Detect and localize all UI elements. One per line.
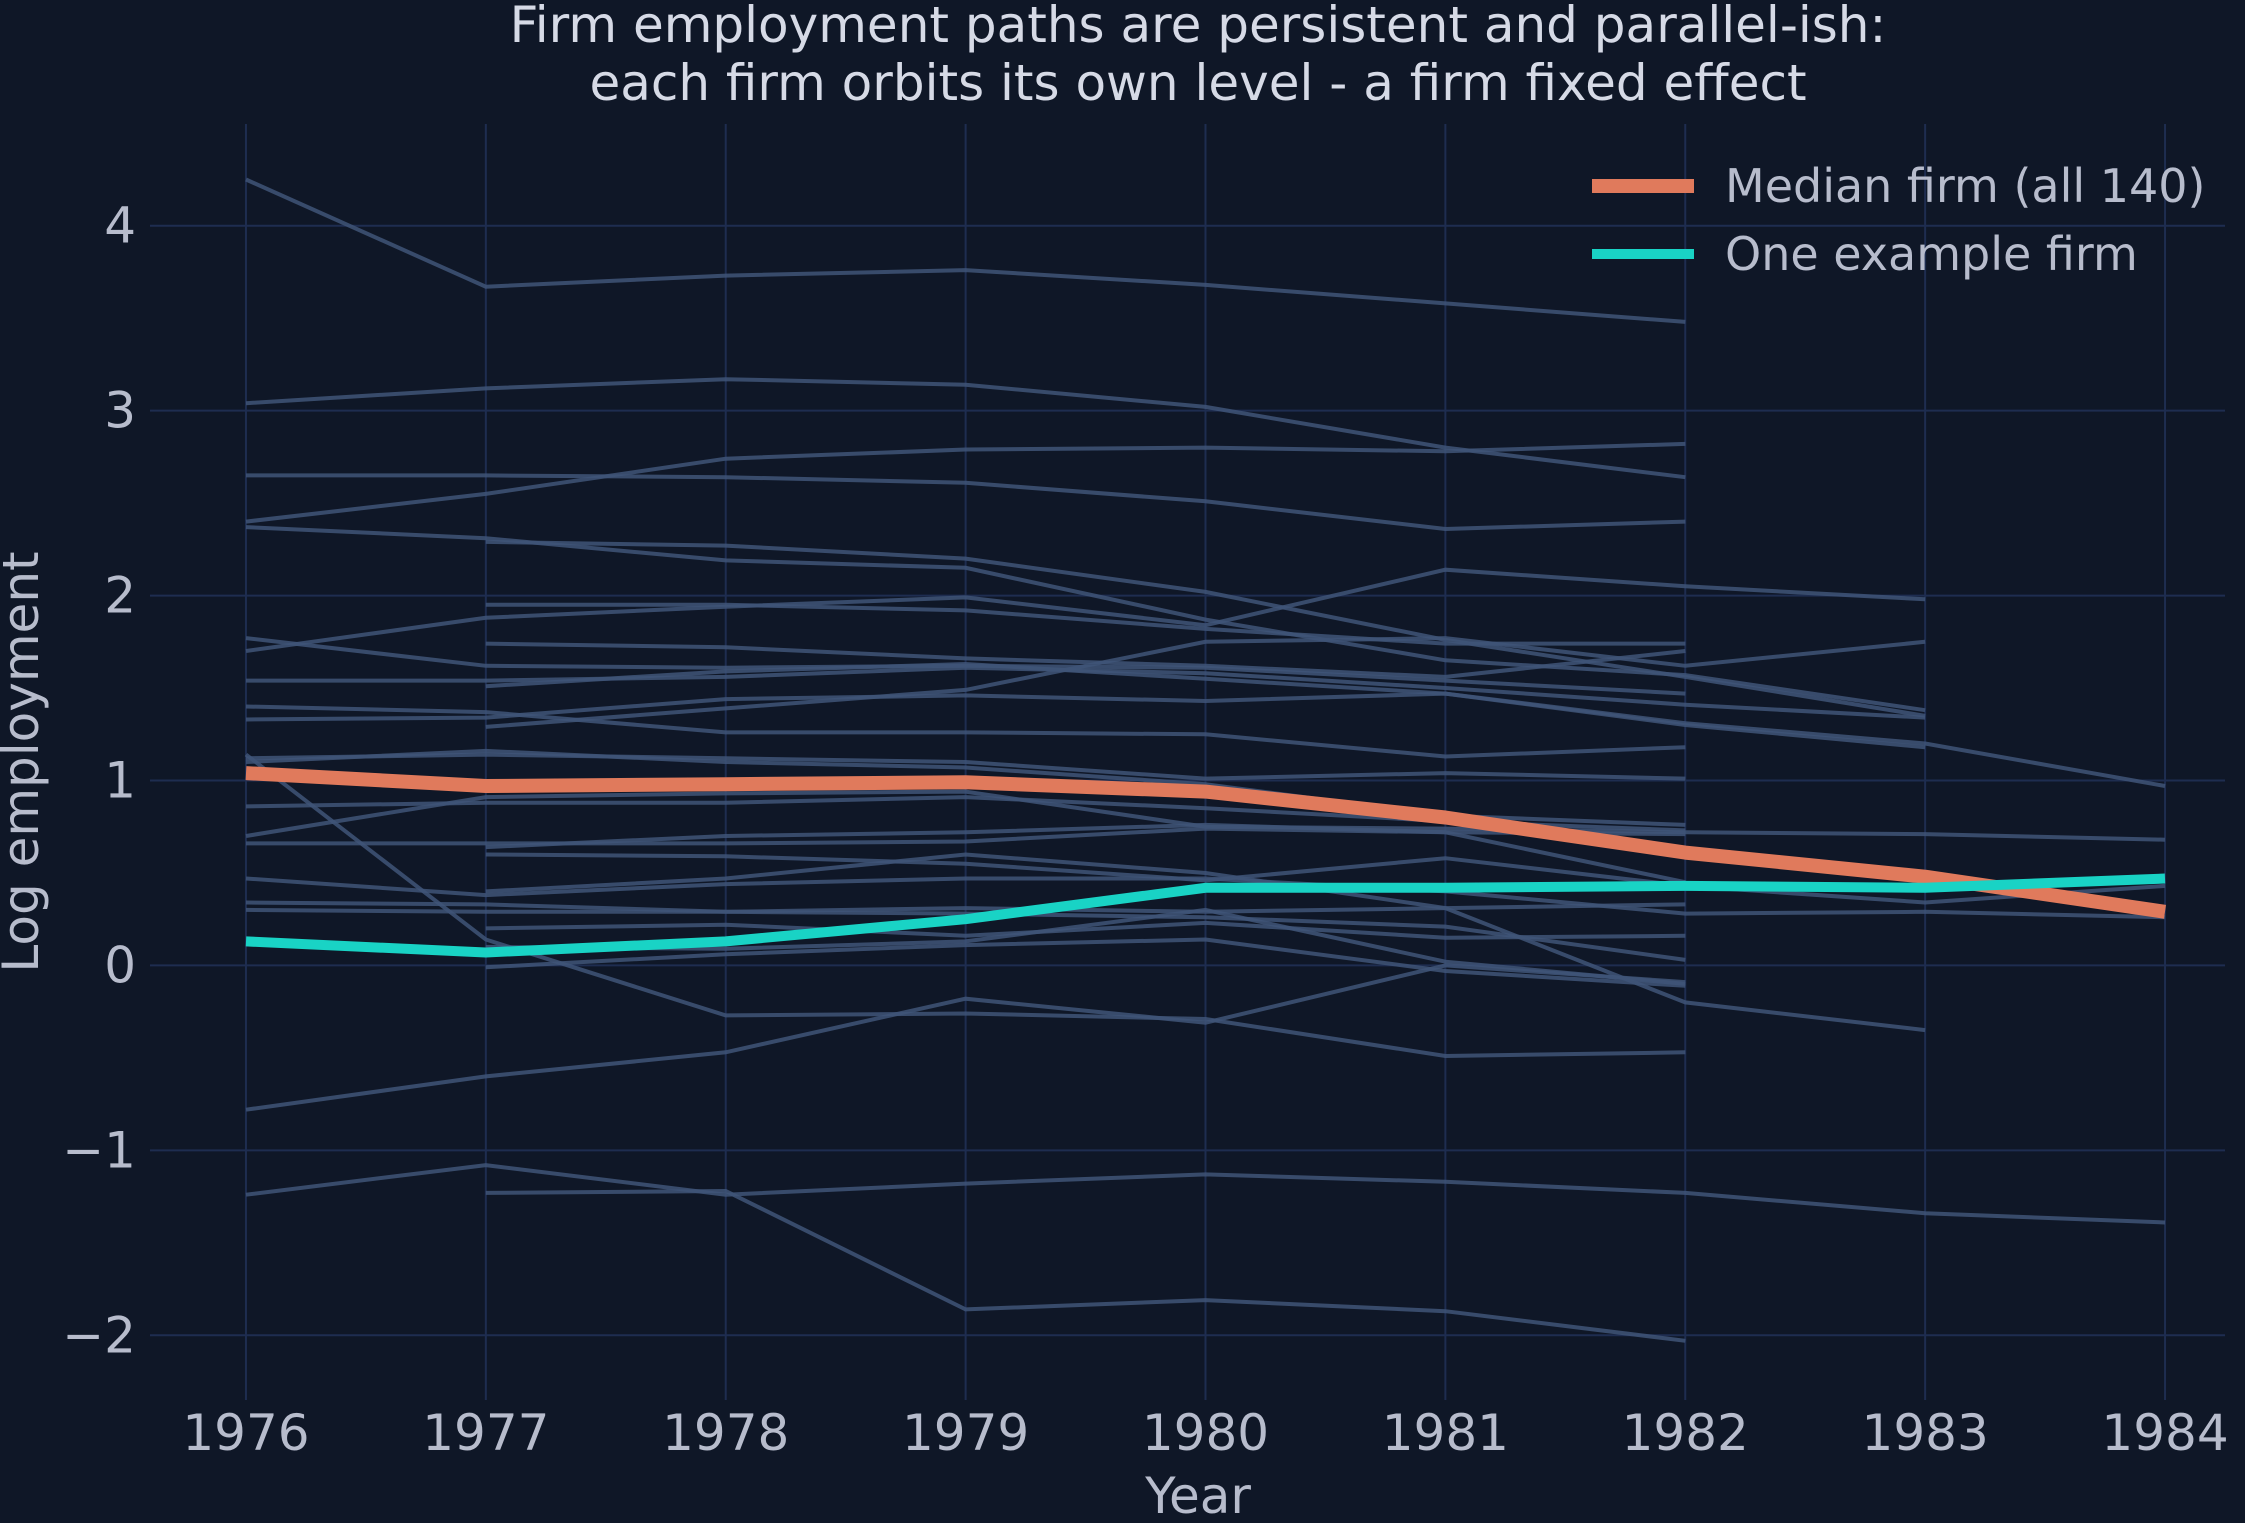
legend-label-example: One example firm (1725, 227, 2138, 281)
chart-title-line-2: each firm orbits its own level - a firm … (589, 54, 1806, 112)
firm-line-15 (245, 752, 1686, 781)
x-axis-label: Year (1144, 1467, 1251, 1523)
x-tick-label-1983: 1983 (1862, 1404, 1989, 1462)
firm-line-0 (245, 177, 1686, 324)
firm-line-14 (485, 661, 1926, 750)
firm-line-23 (245, 900, 1686, 962)
legend-label-median: Median firm (all 140) (1725, 159, 2206, 213)
y-axis-label: Log employment (0, 551, 50, 972)
x-tick-label-1977: 1977 (422, 1404, 549, 1462)
firm-line-6 (245, 567, 1926, 653)
firm-line-30 (245, 963, 1686, 1112)
firm-line-20 (485, 822, 1686, 850)
y-tick-label-0: 4 (104, 197, 136, 255)
firm-line-32 (485, 1188, 1686, 1343)
firm-line-31 (245, 1163, 2166, 1225)
firm-line-13 (245, 691, 2166, 788)
x-tick-label-1979: 1979 (902, 1404, 1029, 1462)
y-tick-label-2: 2 (104, 567, 136, 625)
grid (150, 124, 2225, 1400)
y-tick-label-5: −1 (62, 1121, 136, 1179)
legend: Median firm (all 140) One example firm (1592, 159, 2206, 281)
x-tick-label-1984: 1984 (2101, 1404, 2228, 1462)
example-firm-line (245, 873, 2166, 958)
x-tick-label-1976: 1976 (182, 1404, 309, 1462)
firm-line-5 (485, 539, 1926, 718)
x-tick-label-1982: 1982 (1622, 1404, 1749, 1462)
chart-title-line-1: Firm employment paths are persistent and… (510, 0, 1887, 54)
x-tick-label-1980: 1980 (1142, 1404, 1269, 1462)
firm-line-21 (485, 852, 2166, 905)
firm-line-3 (245, 441, 1686, 524)
x-tick-label-1981: 1981 (1382, 1404, 1509, 1462)
firm-line-2 (246, 473, 1686, 532)
firm-lines (244, 177, 2166, 1343)
firm-line-26 (244, 753, 1686, 1059)
firm-line-25 (485, 852, 1926, 1033)
firm-line-29 (485, 907, 1686, 986)
firm-line-22 (245, 876, 2166, 920)
highlight-lines (245, 766, 2167, 958)
firm-line-1 (245, 377, 1686, 480)
x-tick-label-1978: 1978 (662, 1404, 789, 1462)
y-tick-label-3: 1 (104, 751, 136, 809)
firm-line-12 (485, 636, 1926, 729)
y-tick-label-6: −2 (62, 1306, 136, 1364)
y-tick-label-1: 3 (104, 382, 136, 440)
firm-line-27 (485, 920, 1686, 940)
median-firm-line (245, 766, 2167, 919)
firm-line-28 (485, 937, 1686, 988)
firm-line-9 (485, 641, 1686, 679)
tick-labels: 1976 1977 1978 1979 1980 1981 1982 1983 1984 4 3 2 1… (62, 197, 2228, 1462)
firm-line-11 (245, 704, 1686, 759)
y-tick-label-4: 0 (104, 936, 136, 994)
